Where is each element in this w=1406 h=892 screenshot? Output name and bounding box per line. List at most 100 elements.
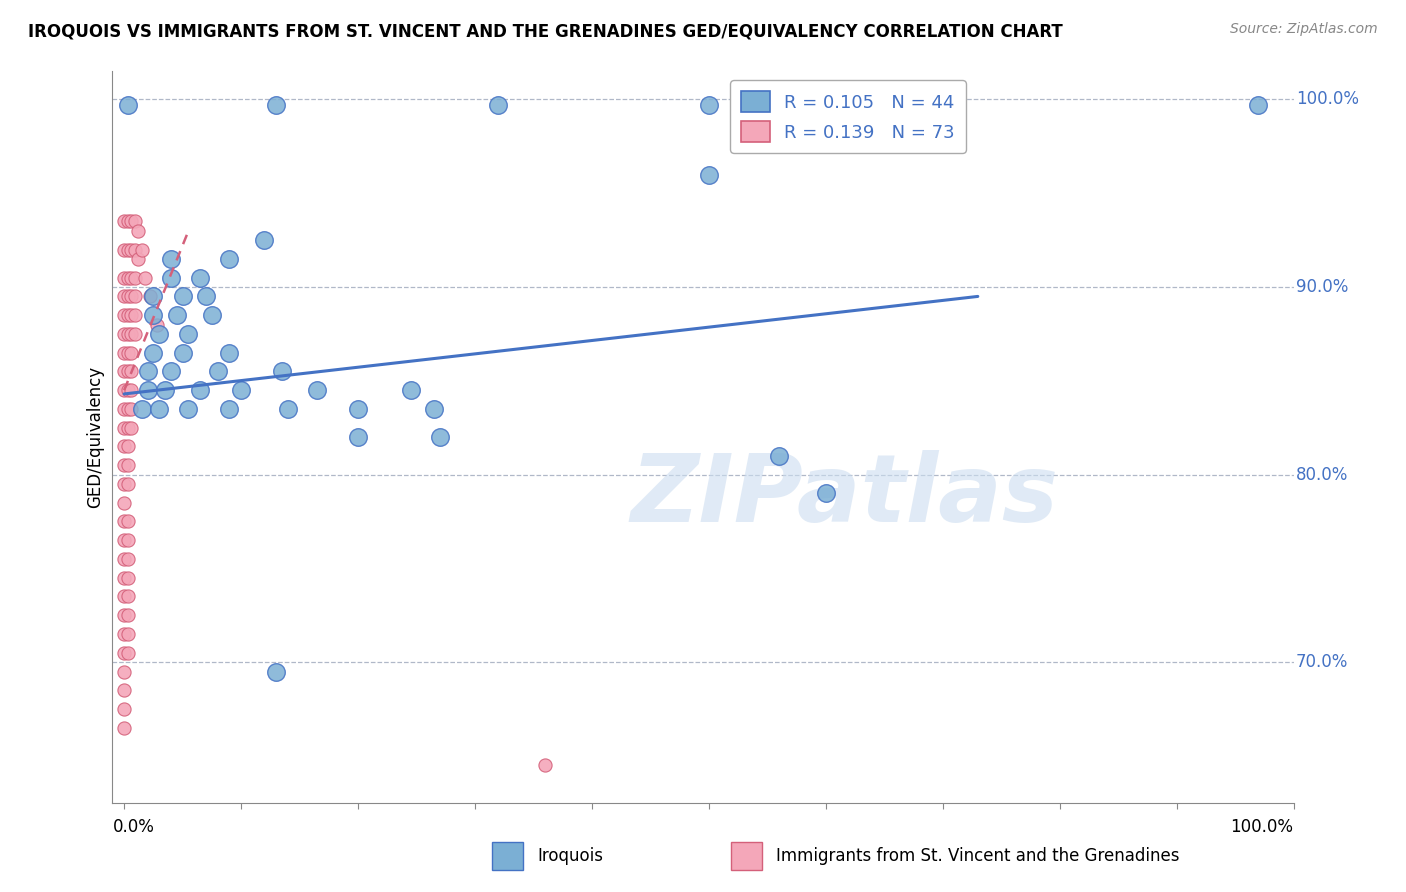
- Point: [264, 98, 287, 112]
- Point: [177, 401, 200, 416]
- Point: [117, 608, 139, 623]
- Point: [127, 224, 149, 238]
- Point: [697, 168, 720, 182]
- Point: [112, 665, 135, 679]
- Point: [124, 326, 146, 341]
- Point: [112, 515, 135, 529]
- Point: [112, 308, 135, 322]
- Text: 70.0%: 70.0%: [1296, 653, 1348, 671]
- Point: [120, 214, 142, 228]
- Point: [253, 233, 276, 247]
- Point: [136, 383, 159, 397]
- Point: [112, 214, 135, 228]
- Point: [117, 533, 139, 548]
- Point: [124, 270, 146, 285]
- Point: [142, 308, 165, 322]
- Y-axis label: GED/Equivalency: GED/Equivalency: [86, 366, 104, 508]
- Point: [423, 401, 446, 416]
- Point: [117, 98, 139, 112]
- Point: [112, 646, 135, 660]
- Point: [112, 345, 135, 359]
- Point: [112, 533, 135, 548]
- Point: [117, 515, 139, 529]
- Point: [112, 270, 135, 285]
- Point: [117, 440, 139, 454]
- Text: 80.0%: 80.0%: [1296, 466, 1348, 483]
- Point: [117, 571, 139, 585]
- Point: [160, 252, 183, 266]
- Point: [201, 308, 224, 322]
- Point: [399, 383, 422, 397]
- Point: [124, 243, 146, 257]
- Point: [117, 420, 139, 434]
- Point: [112, 721, 135, 735]
- Point: [177, 326, 200, 341]
- Point: [120, 401, 142, 416]
- Point: [768, 449, 790, 463]
- Point: [218, 252, 240, 266]
- Point: [117, 364, 139, 378]
- Point: [117, 345, 139, 359]
- Legend: R = 0.105   N = 44, R = 0.139   N = 73: R = 0.105 N = 44, R = 0.139 N = 73: [730, 80, 966, 153]
- Point: [112, 552, 135, 566]
- Point: [112, 496, 135, 510]
- Point: [160, 270, 183, 285]
- Point: [112, 326, 135, 341]
- Text: 100.0%: 100.0%: [1296, 90, 1358, 109]
- Point: [112, 364, 135, 378]
- Point: [120, 243, 142, 257]
- Point: [117, 308, 139, 322]
- Point: [347, 430, 370, 444]
- Point: [188, 270, 211, 285]
- Text: ZIPatlas: ZIPatlas: [631, 450, 1059, 541]
- Point: [131, 401, 153, 416]
- Point: [124, 308, 146, 322]
- Point: [117, 243, 139, 257]
- Point: [112, 627, 135, 641]
- Point: [124, 289, 146, 303]
- Point: [112, 458, 135, 473]
- Point: [139, 289, 162, 303]
- Point: [142, 345, 165, 359]
- Point: [1247, 98, 1270, 112]
- Point: [153, 383, 176, 397]
- Point: [429, 430, 451, 444]
- Point: [218, 401, 240, 416]
- Point: [127, 252, 149, 266]
- Point: [117, 477, 139, 491]
- Text: Iroquois: Iroquois: [537, 847, 603, 865]
- Point: [112, 683, 135, 698]
- Text: 90.0%: 90.0%: [1296, 278, 1348, 296]
- Point: [112, 590, 135, 604]
- Point: [120, 270, 142, 285]
- Point: [534, 758, 557, 772]
- Point: [112, 571, 135, 585]
- Text: 100.0%: 100.0%: [1230, 818, 1294, 836]
- Point: [160, 364, 183, 378]
- Point: [271, 364, 294, 378]
- Point: [188, 383, 211, 397]
- Point: [131, 243, 153, 257]
- Point: [229, 383, 252, 397]
- Point: [112, 289, 135, 303]
- Point: [112, 243, 135, 257]
- Point: [117, 214, 139, 228]
- Point: [117, 326, 139, 341]
- Point: [264, 665, 287, 679]
- Point: [117, 383, 139, 397]
- Point: [117, 552, 139, 566]
- Point: [117, 590, 139, 604]
- Point: [172, 289, 194, 303]
- Point: [112, 608, 135, 623]
- Point: [112, 420, 135, 434]
- Point: [117, 289, 139, 303]
- Text: Immigrants from St. Vincent and the Grenadines: Immigrants from St. Vincent and the Gren…: [776, 847, 1180, 865]
- Point: [120, 364, 142, 378]
- Text: IROQUOIS VS IMMIGRANTS FROM ST. VINCENT AND THE GRENADINES GED/EQUIVALENCY CORRE: IROQUOIS VS IMMIGRANTS FROM ST. VINCENT …: [28, 22, 1063, 40]
- Point: [112, 477, 135, 491]
- Point: [142, 289, 165, 303]
- Point: [347, 401, 370, 416]
- Point: [120, 383, 142, 397]
- Point: [112, 440, 135, 454]
- Point: [277, 401, 299, 416]
